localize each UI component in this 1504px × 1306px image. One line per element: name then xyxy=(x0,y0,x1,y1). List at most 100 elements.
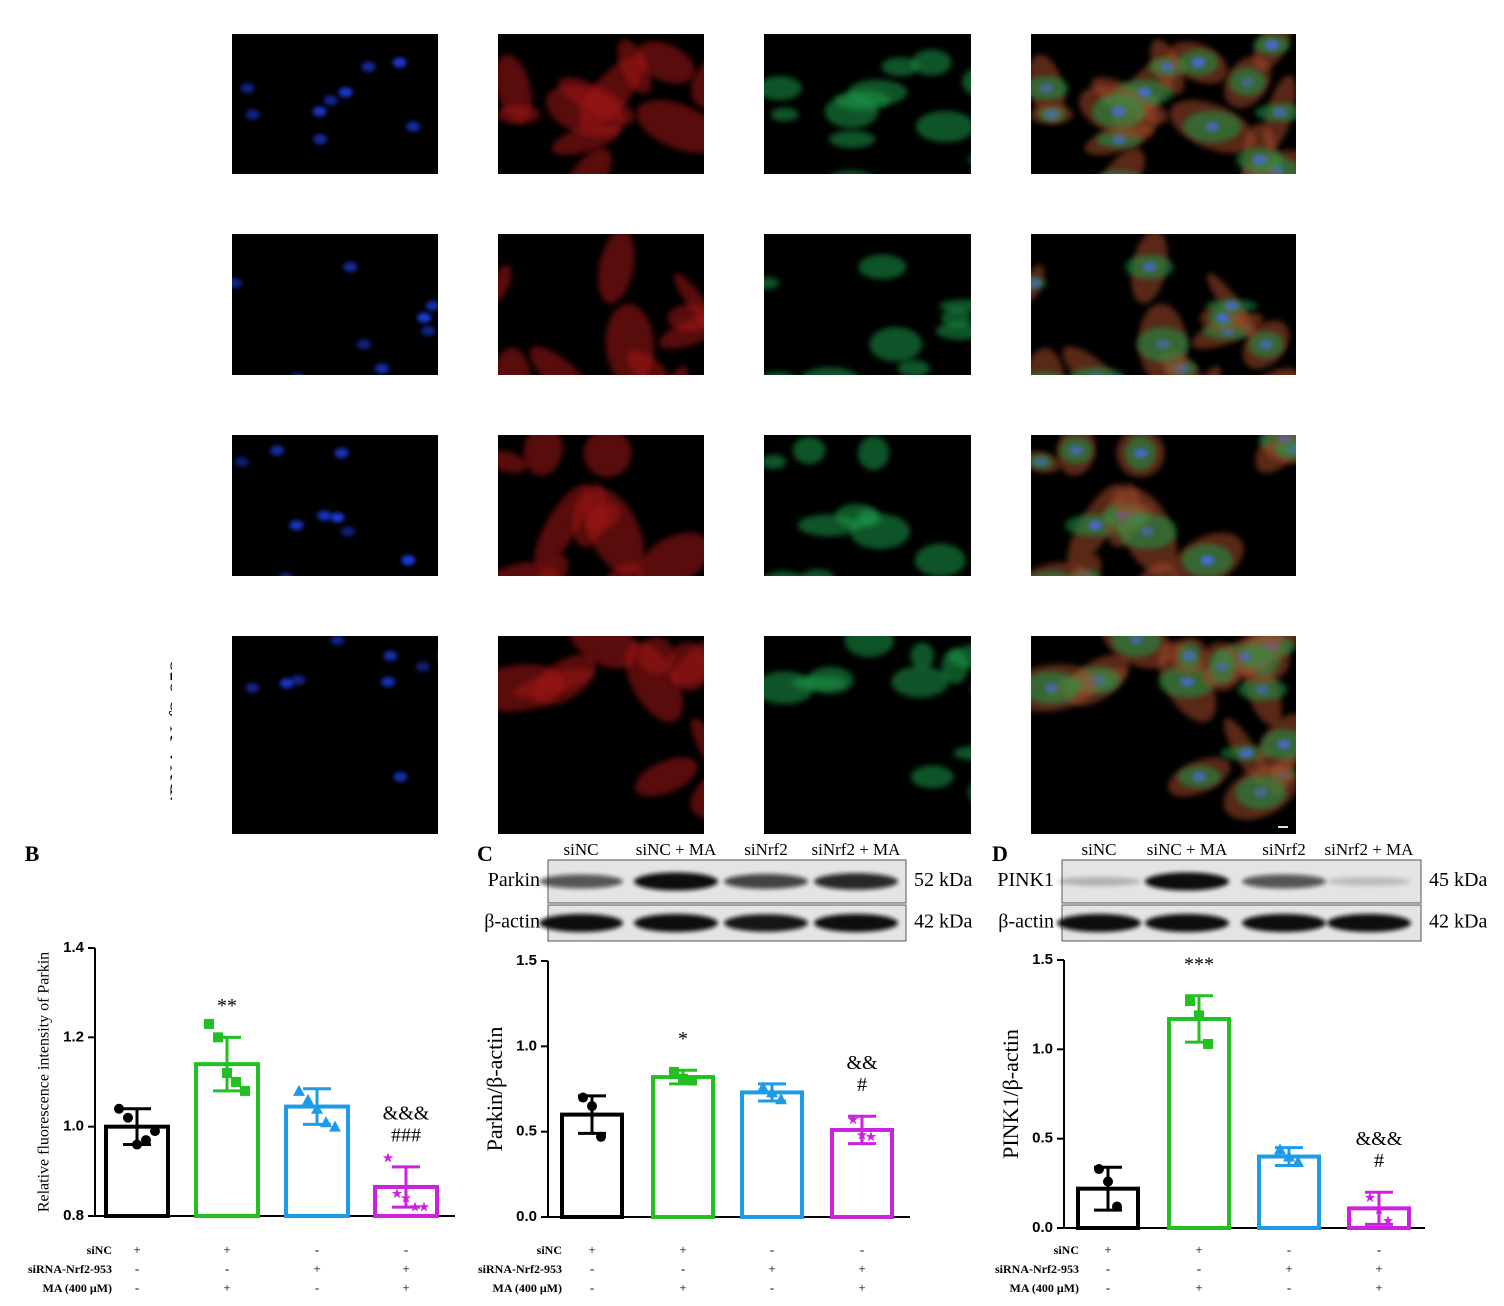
blot-band xyxy=(1242,914,1326,932)
nucleus xyxy=(245,682,260,693)
data-point xyxy=(141,1135,151,1146)
nucleus xyxy=(1264,39,1279,50)
condition-sign: - xyxy=(590,1280,594,1295)
blot-band xyxy=(1327,877,1411,886)
lane-label: siNrf2 + MA xyxy=(1325,840,1415,859)
data-point xyxy=(596,1131,606,1142)
y-tick-label: 0.5 xyxy=(1032,1130,1053,1147)
nucleus xyxy=(1111,106,1126,117)
data-point xyxy=(400,1192,412,1203)
blot-band xyxy=(539,874,623,889)
condition-sign: - xyxy=(860,1242,864,1257)
nucleus xyxy=(415,661,430,672)
nucleus xyxy=(1191,57,1206,68)
nucleus xyxy=(1088,520,1103,531)
cell-parkin xyxy=(858,254,907,280)
condition-sign: - xyxy=(770,1242,774,1257)
condition-label: siRNA-Nrf2-953 xyxy=(28,1262,112,1276)
condition-sign: + xyxy=(1375,1280,1382,1295)
cell-parkin xyxy=(770,107,799,122)
nucleus xyxy=(1160,61,1175,72)
data-point xyxy=(311,1102,323,1114)
nucleus xyxy=(245,109,260,120)
condition-sign: - xyxy=(590,1261,594,1276)
data-point xyxy=(123,1112,133,1123)
nucleus xyxy=(1240,76,1255,87)
nucleus xyxy=(1140,526,1155,537)
image-mask xyxy=(971,375,1356,435)
nucleus xyxy=(1192,771,1207,782)
y-axis-label: Parkin/β-actin xyxy=(482,1027,507,1152)
blot-band xyxy=(634,872,718,891)
condition-label: siRNA-Nrf2-953 xyxy=(478,1262,562,1276)
bar xyxy=(1167,1016,1231,1231)
nucleus xyxy=(421,325,436,336)
micrograph xyxy=(971,576,1356,894)
condition-label: siRNA-Nrf2-953 xyxy=(995,1262,1079,1276)
data-point xyxy=(1373,1204,1385,1215)
significance-label: ** xyxy=(217,995,237,1017)
cell-parkin xyxy=(941,649,969,684)
blot-band xyxy=(814,914,898,932)
data-point xyxy=(231,1077,241,1087)
condition-sign: + xyxy=(858,1261,865,1276)
condition-sign: - xyxy=(1377,1242,1381,1257)
cell-body xyxy=(545,85,626,138)
cell-parkin xyxy=(824,94,879,129)
data-point xyxy=(132,1139,142,1150)
cell-parkin xyxy=(891,665,949,698)
bar xyxy=(740,1090,804,1219)
nucleus xyxy=(374,363,389,374)
data-point xyxy=(1194,1010,1204,1021)
nucleus xyxy=(323,95,338,106)
nucleus xyxy=(1155,339,1170,350)
blot-band xyxy=(724,874,808,889)
nucleus xyxy=(393,771,408,782)
nucleus xyxy=(1277,739,1292,750)
nucleus xyxy=(356,339,371,350)
cell-body xyxy=(495,54,532,122)
nucleus xyxy=(313,134,328,145)
data-point xyxy=(302,1093,314,1105)
condition-sign: + xyxy=(223,1280,230,1295)
y-tick-label: 1.5 xyxy=(1032,951,1053,968)
cell-body xyxy=(637,637,675,675)
data-point xyxy=(775,1093,787,1105)
data-point xyxy=(678,1073,688,1084)
condition-sign: - xyxy=(1106,1261,1110,1276)
data-point xyxy=(865,1131,877,1142)
data-point xyxy=(1364,1192,1376,1203)
data-point xyxy=(114,1103,124,1114)
y-tick-label: 0.0 xyxy=(1032,1219,1053,1236)
data-point xyxy=(669,1066,679,1077)
cell-body xyxy=(523,425,563,476)
cell-body xyxy=(636,100,722,154)
blot-band xyxy=(1327,914,1411,932)
data-point xyxy=(213,1032,223,1043)
significance-label: && xyxy=(846,1052,878,1074)
blot-size-label: 52 kDa xyxy=(914,869,972,891)
nucleus xyxy=(1180,676,1195,687)
condition-sign: + xyxy=(133,1242,140,1257)
cell-parkin xyxy=(910,642,935,670)
nucleus xyxy=(330,635,345,646)
cell-body xyxy=(605,303,655,385)
image-mask xyxy=(1296,636,1356,834)
cell-parkin xyxy=(911,49,952,76)
nucleus xyxy=(1044,682,1059,693)
significance-label: * xyxy=(678,1028,688,1050)
cell-parkin xyxy=(915,110,975,143)
nucleus xyxy=(1216,312,1231,323)
blot-size-label: 42 kDa xyxy=(914,911,972,933)
cell-parkin xyxy=(869,327,923,362)
nucleus xyxy=(361,61,376,72)
data-point xyxy=(587,1101,597,1112)
blot-band xyxy=(814,873,898,890)
blot-band xyxy=(1145,872,1229,891)
nucleus xyxy=(1259,339,1274,350)
y-tick-label: 0.5 xyxy=(516,1123,537,1140)
data-point xyxy=(418,1201,430,1212)
condition-sign: + xyxy=(858,1280,865,1295)
y-tick-label: 1.2 xyxy=(63,1028,84,1045)
data-point xyxy=(150,1126,160,1137)
